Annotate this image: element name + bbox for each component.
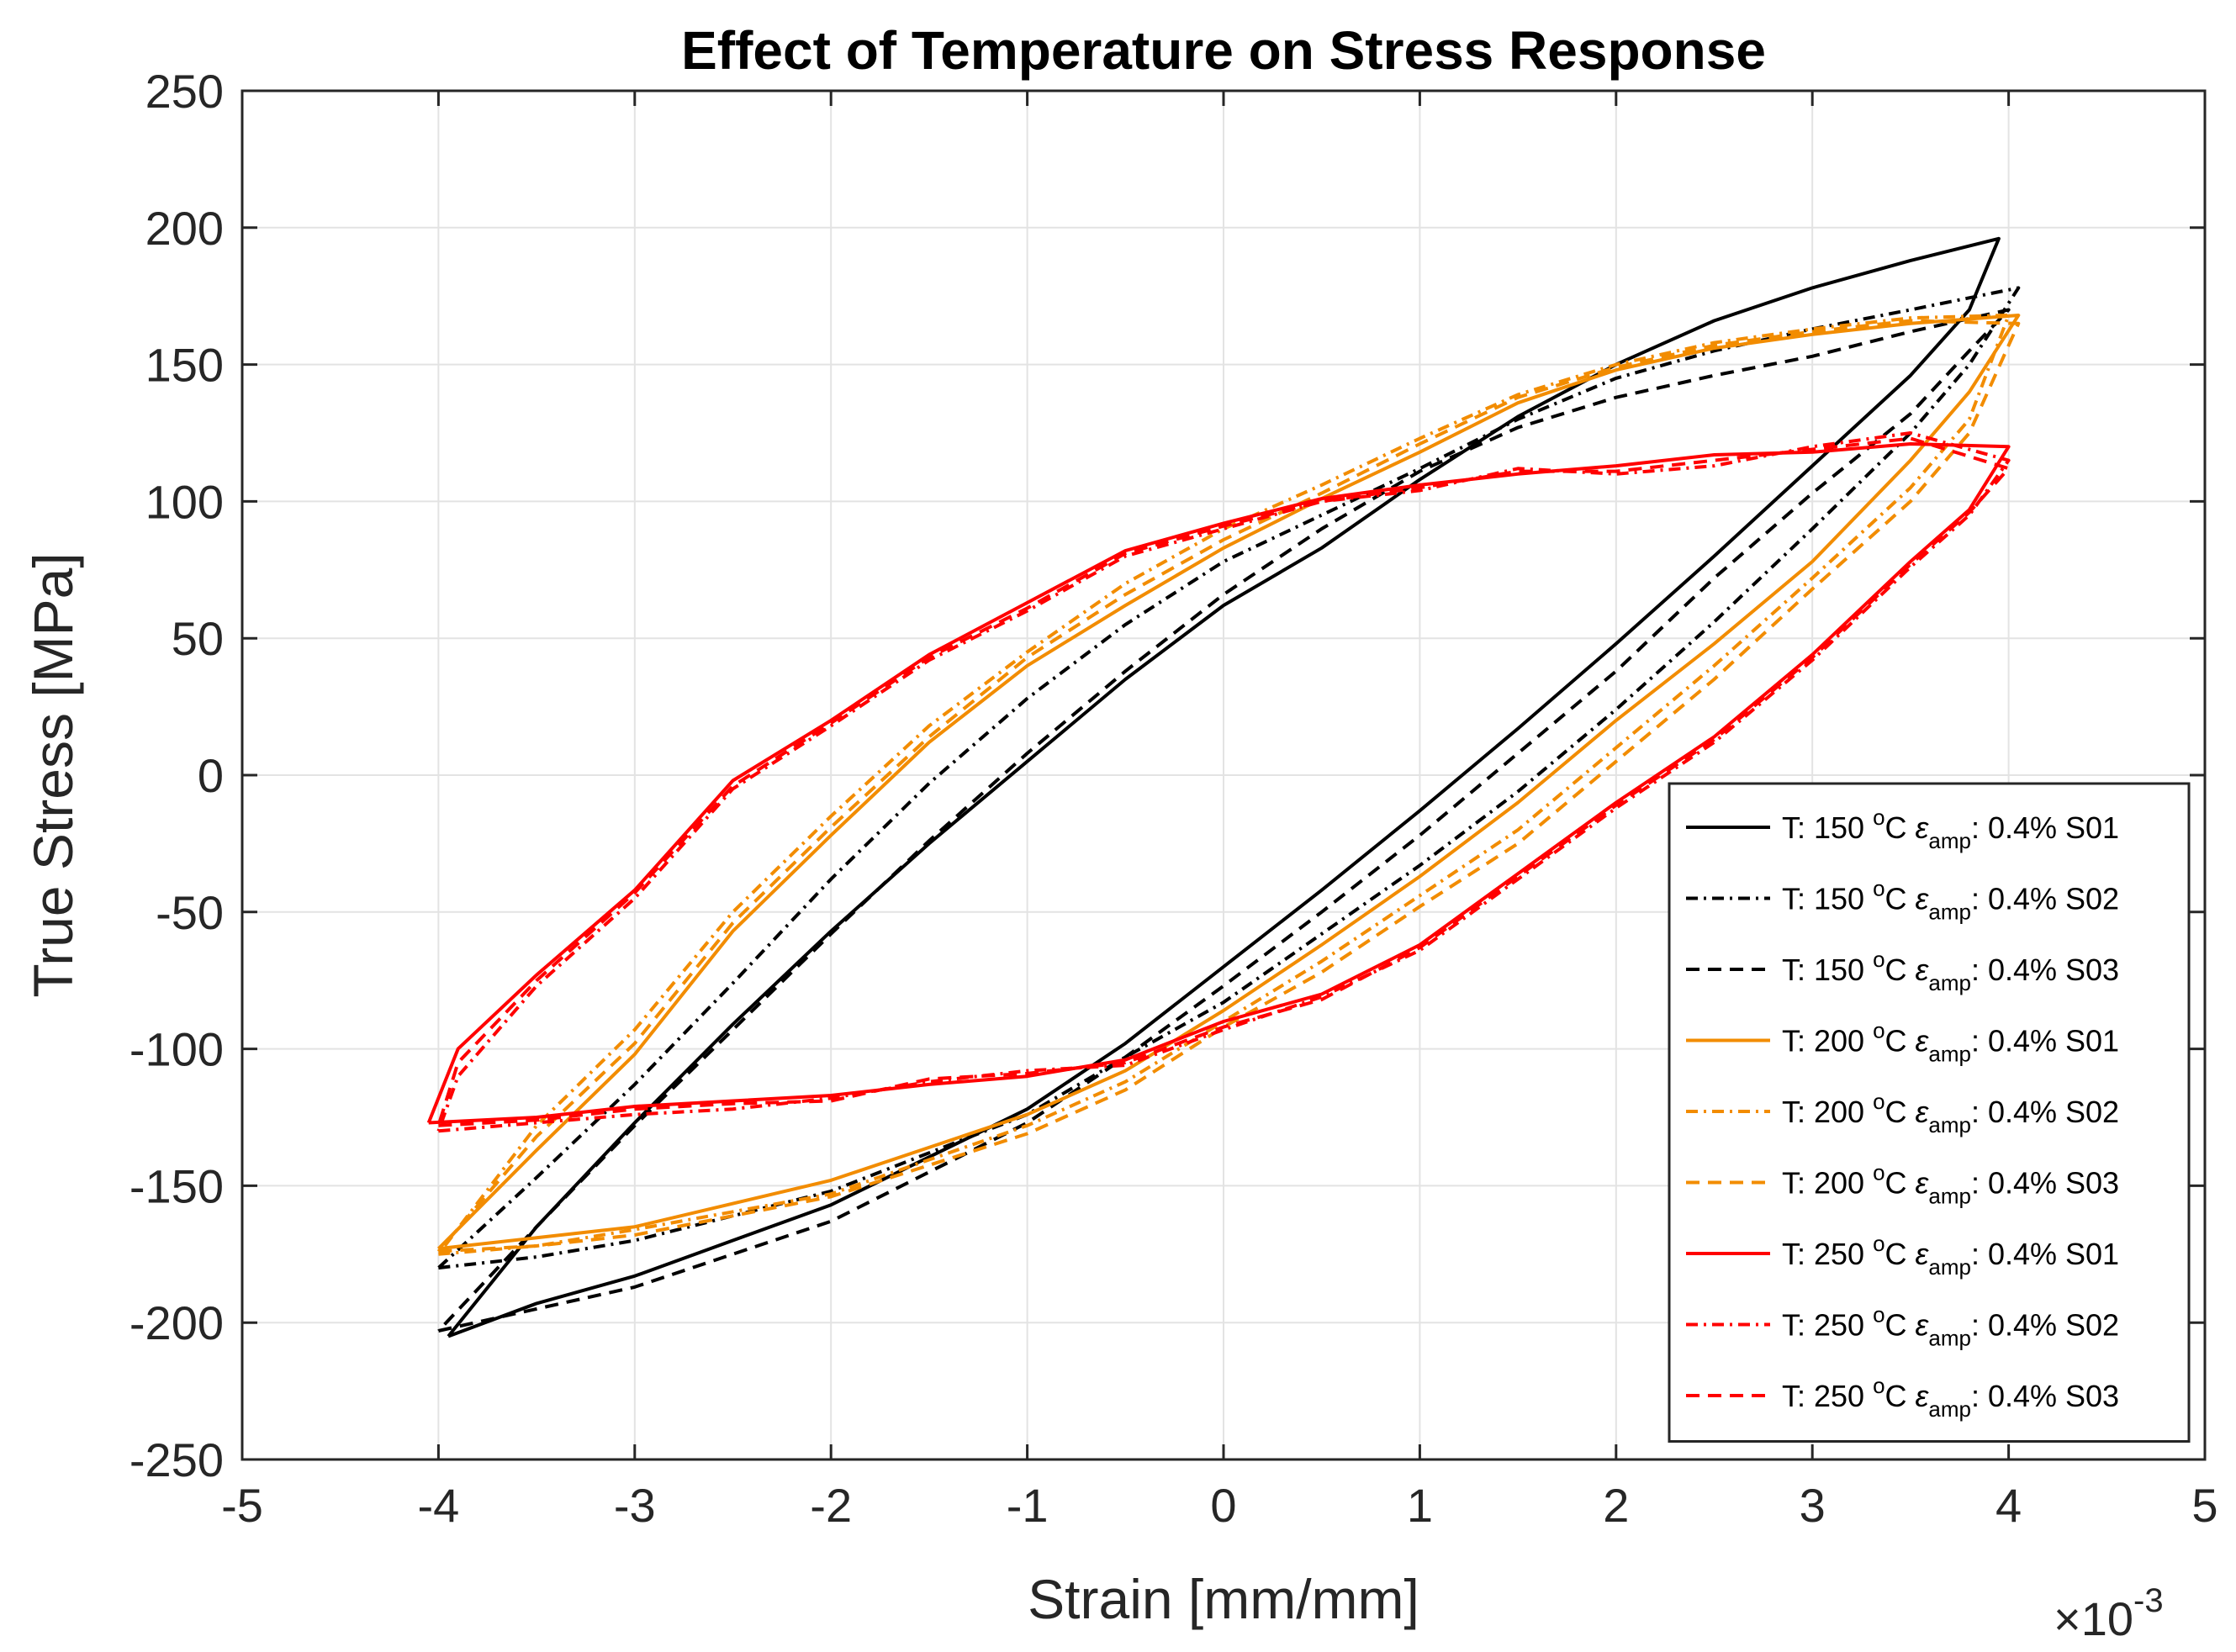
legend-entry-1: T: 150 oC εamp: 0.4% S01 [1782,805,2119,853]
series-line-5 [436,314,2011,1256]
legend-entry-2: T: 150 oC εamp: 0.4% S02 [1782,876,2119,925]
legend-entry-3: T: 150 oC εamp: 0.4% S03 [1782,947,2119,995]
y-axis-label: True Stress [MPa] [22,552,84,997]
y-tick-label: 100 [145,475,224,528]
axis-ticks: -5 -4 -3 -2 -1 0 1 2 3 4 5 -250 -200 -150 -100 -50 0 50 10… [130,65,2218,1532]
x-tick-label: -2 [810,1479,852,1532]
y-tick-label: -50 [156,886,224,939]
y-tick-label: 200 [145,202,224,255]
y-tick-label: -200 [130,1296,224,1349]
y-tick-label: 50 [172,612,224,665]
y-tick-label: 250 [145,65,224,118]
x-tick-label: 5 [2191,1479,2217,1532]
series-line-6 [436,319,2021,1254]
x-tick-label: -5 [221,1479,263,1532]
legend-entry-9: T: 250 oC εamp: 0.4% S03 [1782,1373,2119,1422]
x-tick-label: 0 [1210,1479,1236,1532]
series-line-7 [426,442,2011,1125]
series-line-8 [436,431,2011,1133]
chart-title: Effect of Temperature on Stress Response [681,20,1766,81]
legend-entry-7: T: 250 oC εamp: 0.4% S01 [1782,1231,2119,1280]
legend: T: 150 oC εamp: 0.4% S01 T: 150 oC εamp: … [1668,782,2191,1443]
x-axis-multiplier: ×10-3 [2054,1582,2164,1645]
y-tick-label: 150 [145,339,224,392]
series-line-1 [447,236,2001,1338]
series-lines [426,236,2021,1338]
legend-entry-5: T: 200 oC εamp: 0.4% S02 [1782,1089,2119,1137]
y-tick-label: 0 [198,749,224,802]
legend-entry-6: T: 200 oC εamp: 0.4% S03 [1782,1160,2119,1209]
y-tick-label: -150 [130,1159,224,1212]
series-line-2 [437,286,2021,1270]
x-tick-label: -3 [614,1479,656,1532]
y-tick-label: -250 [130,1433,224,1486]
series-line-9 [436,436,2011,1127]
x-tick-label: 3 [1800,1479,1826,1532]
legend-entry-4: T: 200 oC εamp: 0.4% S01 [1782,1018,2119,1067]
x-tick-label: 1 [1407,1479,1433,1532]
x-tick-label: -1 [1007,1479,1049,1532]
x-tick-label: 4 [1995,1479,2022,1532]
x-axis-label: Strain [mm/mm] [1028,1568,1419,1630]
x-tick-label: 2 [1603,1479,1629,1532]
x-tick-label: -4 [418,1479,460,1532]
legend-entry-8: T: 250 oC εamp: 0.4% S02 [1782,1302,2119,1351]
y-tick-label: -100 [130,1023,224,1076]
